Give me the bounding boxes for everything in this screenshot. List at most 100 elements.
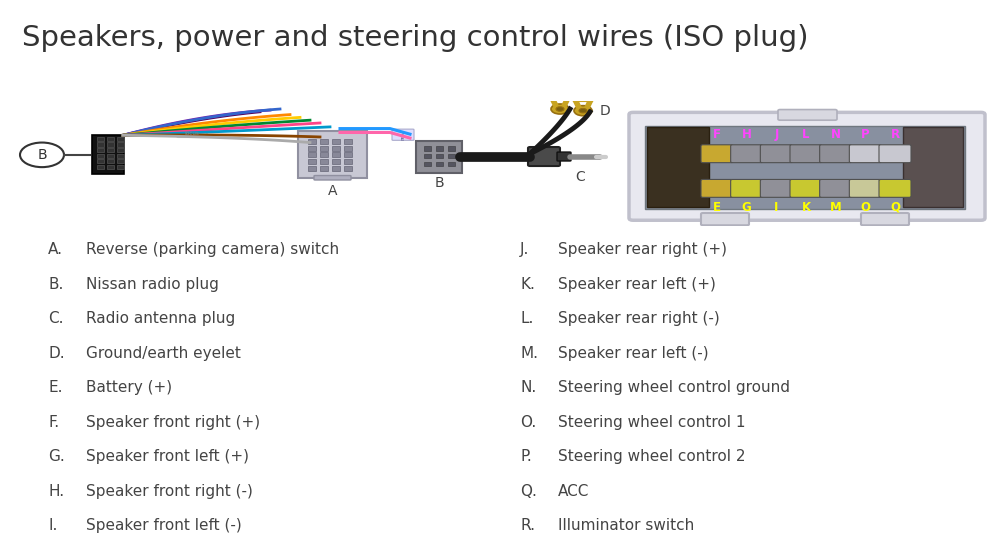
Text: Q.: Q. — [520, 484, 537, 499]
Text: E.: E. — [48, 380, 62, 395]
FancyBboxPatch shape — [436, 162, 443, 166]
FancyBboxPatch shape — [647, 127, 709, 207]
FancyBboxPatch shape — [416, 141, 462, 173]
Text: R.: R. — [520, 518, 535, 533]
FancyBboxPatch shape — [820, 145, 852, 163]
FancyBboxPatch shape — [92, 135, 124, 174]
FancyBboxPatch shape — [107, 143, 114, 146]
FancyBboxPatch shape — [332, 159, 340, 164]
Text: M: M — [830, 201, 842, 214]
Text: L: L — [802, 129, 810, 141]
Text: R: R — [890, 129, 900, 141]
FancyBboxPatch shape — [557, 152, 571, 161]
FancyBboxPatch shape — [424, 154, 431, 158]
FancyBboxPatch shape — [117, 165, 124, 169]
FancyBboxPatch shape — [117, 137, 124, 141]
FancyBboxPatch shape — [308, 139, 316, 144]
Text: M.: M. — [520, 345, 538, 361]
FancyBboxPatch shape — [107, 165, 114, 169]
Text: K.: K. — [520, 277, 535, 292]
FancyBboxPatch shape — [701, 213, 749, 225]
FancyBboxPatch shape — [436, 154, 443, 158]
Text: L.: L. — [520, 311, 533, 326]
Text: Speaker rear left (-): Speaker rear left (-) — [558, 345, 709, 361]
Text: Illuminator switch: Illuminator switch — [558, 518, 694, 533]
FancyBboxPatch shape — [731, 145, 763, 163]
FancyBboxPatch shape — [97, 137, 104, 141]
Text: Speaker rear left (+): Speaker rear left (+) — [558, 277, 716, 292]
Circle shape — [551, 104, 569, 114]
Text: rev: rev — [400, 130, 406, 140]
Text: Speaker rear right (+): Speaker rear right (+) — [558, 242, 727, 257]
Text: P: P — [861, 129, 870, 141]
FancyBboxPatch shape — [97, 159, 104, 163]
FancyBboxPatch shape — [629, 112, 985, 220]
FancyBboxPatch shape — [107, 154, 114, 158]
FancyBboxPatch shape — [760, 179, 792, 197]
FancyBboxPatch shape — [790, 179, 822, 197]
FancyBboxPatch shape — [320, 166, 328, 170]
FancyBboxPatch shape — [879, 145, 911, 163]
Text: G.: G. — [48, 449, 65, 465]
FancyBboxPatch shape — [117, 154, 124, 158]
FancyBboxPatch shape — [117, 148, 124, 152]
FancyBboxPatch shape — [849, 145, 881, 163]
Text: Speakers, power and steering control wires (ISO plug): Speakers, power and steering control wir… — [22, 24, 808, 52]
Circle shape — [574, 106, 592, 116]
FancyBboxPatch shape — [308, 153, 316, 157]
FancyBboxPatch shape — [97, 148, 104, 152]
FancyBboxPatch shape — [424, 162, 431, 166]
FancyBboxPatch shape — [344, 166, 352, 170]
FancyBboxPatch shape — [820, 179, 852, 197]
FancyBboxPatch shape — [645, 126, 965, 209]
Text: Radio antenna plug: Radio antenna plug — [86, 311, 235, 326]
Text: O: O — [860, 201, 870, 214]
FancyBboxPatch shape — [448, 162, 455, 166]
FancyBboxPatch shape — [332, 153, 340, 157]
Text: Steering wheel control 2: Steering wheel control 2 — [558, 449, 746, 465]
Text: A.: A. — [48, 242, 63, 257]
Text: D: D — [600, 103, 611, 118]
Text: D.: D. — [48, 345, 65, 361]
FancyBboxPatch shape — [448, 154, 455, 158]
FancyBboxPatch shape — [344, 139, 352, 144]
FancyBboxPatch shape — [344, 153, 352, 157]
FancyBboxPatch shape — [308, 159, 316, 164]
FancyBboxPatch shape — [320, 139, 328, 144]
FancyBboxPatch shape — [528, 147, 560, 166]
Text: E: E — [713, 201, 721, 214]
FancyBboxPatch shape — [97, 143, 104, 146]
Circle shape — [556, 107, 564, 111]
FancyBboxPatch shape — [97, 165, 104, 169]
Text: H: H — [742, 129, 752, 141]
FancyBboxPatch shape — [778, 110, 837, 120]
FancyBboxPatch shape — [332, 146, 340, 150]
Text: H.: H. — [48, 484, 64, 499]
Text: I: I — [774, 201, 779, 214]
FancyBboxPatch shape — [308, 166, 316, 170]
Text: Speaker front left (-): Speaker front left (-) — [86, 518, 242, 533]
FancyBboxPatch shape — [298, 131, 367, 178]
FancyBboxPatch shape — [424, 146, 431, 150]
FancyBboxPatch shape — [314, 176, 351, 180]
FancyBboxPatch shape — [760, 145, 792, 163]
FancyBboxPatch shape — [308, 146, 316, 150]
FancyBboxPatch shape — [332, 166, 340, 170]
FancyBboxPatch shape — [849, 179, 881, 197]
Text: G: G — [742, 201, 752, 214]
Text: P.: P. — [520, 449, 532, 465]
FancyBboxPatch shape — [344, 146, 352, 150]
Text: N: N — [831, 129, 841, 141]
Text: J: J — [774, 129, 779, 141]
FancyBboxPatch shape — [448, 146, 455, 150]
FancyBboxPatch shape — [392, 129, 414, 140]
FancyBboxPatch shape — [320, 153, 328, 157]
FancyBboxPatch shape — [790, 145, 822, 163]
Text: Steering wheel control ground: Steering wheel control ground — [558, 380, 790, 395]
Text: N.: N. — [520, 380, 536, 395]
Text: F: F — [713, 129, 721, 141]
Text: C: C — [575, 170, 585, 184]
Text: B: B — [37, 148, 47, 162]
FancyBboxPatch shape — [701, 145, 733, 163]
FancyBboxPatch shape — [879, 179, 911, 197]
